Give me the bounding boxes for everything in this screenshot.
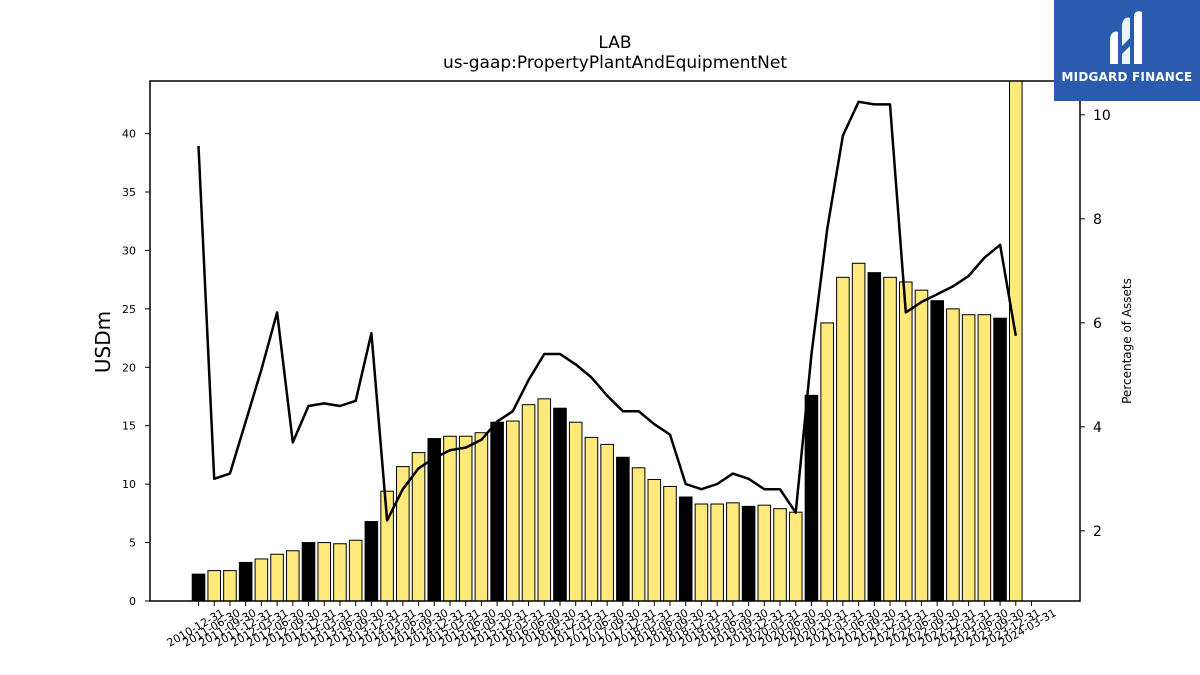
- bar: [537, 398, 552, 601]
- y-tick-label: 0: [129, 595, 136, 608]
- y2-tick-label: 2: [1093, 524, 1102, 540]
- y-axis-label: USDm: [91, 311, 115, 373]
- midgard-logo-icon: [1110, 11, 1142, 65]
- bar: [993, 317, 1007, 601]
- bar: [553, 407, 567, 601]
- bar: [930, 300, 944, 601]
- bar: [616, 456, 630, 601]
- bars: [191, 81, 1023, 601]
- bar: [773, 508, 787, 601]
- bar: [223, 570, 237, 601]
- bar: [836, 276, 850, 601]
- y-tick-label: 5: [129, 537, 136, 550]
- y-tick-label: 30: [122, 244, 136, 257]
- bar: [710, 503, 724, 601]
- bar: [946, 308, 960, 601]
- y-tick-label: 35: [122, 186, 136, 199]
- bar: [647, 478, 662, 601]
- bar: [867, 272, 882, 601]
- bar: [804, 394, 819, 601]
- bar: [443, 435, 457, 601]
- bar: [458, 435, 473, 601]
- y2-tick-label: 8: [1093, 212, 1102, 228]
- bar: [820, 322, 834, 601]
- bar: [961, 314, 976, 601]
- y-tick-label: 10: [122, 478, 136, 491]
- bar: [348, 539, 363, 601]
- y2-axis-label: Percentage of Assets: [1120, 278, 1134, 404]
- bar: [411, 452, 426, 601]
- bar: [726, 502, 740, 601]
- bar: [788, 511, 803, 601]
- bar: [631, 467, 646, 601]
- y2-tick-label: 4: [1093, 420, 1102, 436]
- percentage-line: [197, 100, 1018, 522]
- bar: [396, 466, 410, 601]
- bar: [474, 432, 489, 601]
- bar: [584, 436, 599, 601]
- plot-frame: [149, 80, 1081, 602]
- bar: [301, 542, 316, 601]
- bar: [1008, 81, 1023, 601]
- chart-title: LAB: [598, 33, 631, 53]
- y-tick-label: 25: [122, 303, 136, 316]
- bar: [506, 420, 520, 601]
- bar: [914, 289, 929, 601]
- bar: [694, 503, 709, 601]
- bar: [521, 404, 536, 601]
- bar: [663, 485, 677, 601]
- bar: [757, 504, 772, 601]
- bar: [333, 543, 347, 601]
- bar: [678, 496, 693, 601]
- bar: [427, 438, 442, 601]
- midgard-finance-logo: MIDGARD FINANCE: [1054, 0, 1200, 101]
- bar: [568, 421, 583, 601]
- bar: [270, 553, 284, 601]
- axes: 05101520253035402468102010-12-312011-06-…: [122, 80, 1111, 650]
- logo-text: MIDGARD FINANCE: [1061, 70, 1193, 84]
- y2-tick-label: 10: [1093, 108, 1111, 124]
- bar: [207, 570, 222, 601]
- y-tick-label: 40: [122, 128, 136, 141]
- bar: [851, 262, 866, 601]
- bar: [254, 558, 269, 601]
- bar: [977, 314, 992, 601]
- bar: [286, 550, 300, 601]
- bar: [364, 521, 379, 601]
- bar: [600, 443, 614, 601]
- y-tick-label: 20: [122, 361, 136, 374]
- bar: [191, 573, 206, 601]
- bar: [883, 276, 897, 601]
- bar: [898, 281, 913, 601]
- bar: [238, 561, 253, 601]
- bar: [741, 505, 756, 601]
- y-tick-label: 15: [122, 420, 136, 433]
- bar: [490, 421, 504, 601]
- percentage-line-path: [197, 100, 1018, 522]
- chart-subtitle: us-gaap:PropertyPlantAndEquipmentNet: [443, 53, 787, 73]
- y2-tick-label: 6: [1093, 316, 1102, 332]
- bar: [317, 542, 332, 601]
- bar: [380, 490, 394, 601]
